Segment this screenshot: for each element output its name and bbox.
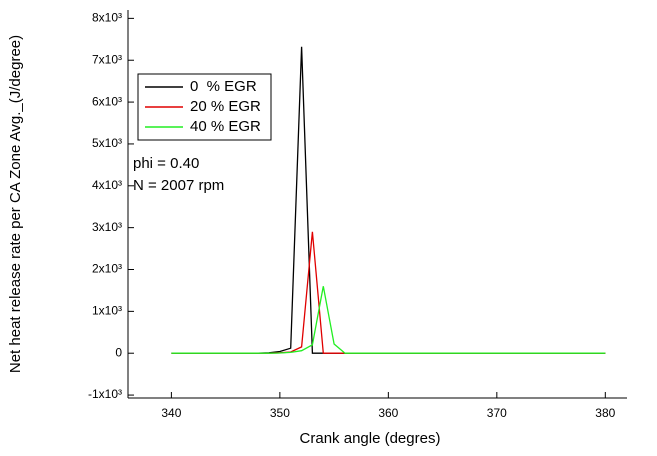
legend-label: 40 % EGR (190, 118, 261, 135)
y-tick-label: 6x10³ (92, 94, 122, 108)
x-tick-label: 370 (487, 406, 507, 420)
x-tick-label: 360 (378, 406, 398, 420)
y-tick-label: 3x10³ (92, 220, 122, 234)
y-tick-label: 2x10³ (92, 262, 122, 276)
x-tick-label: 380 (595, 406, 615, 420)
x-tick-label: 340 (161, 406, 181, 420)
y-tick-label: 8x10³ (92, 11, 122, 25)
x-axis-label: Crank angle (degres) (300, 430, 441, 447)
y-tick-label: -1x10³ (88, 387, 122, 401)
annotation: N = 2007 rpm (133, 177, 224, 194)
y-tick-label: 7x10³ (92, 52, 122, 66)
y-axis-label: Net heat release rate per CA Zone Avg._(… (7, 35, 24, 373)
y-tick-label: 1x10³ (92, 304, 122, 318)
x-tick-label: 350 (270, 406, 290, 420)
legend-box (137, 73, 272, 141)
legend-label: 0 % EGR (190, 78, 257, 95)
y-tick-label: 4x10³ (92, 178, 122, 192)
annotation: phi = 0.40 (133, 155, 199, 172)
legend-label: 20 % EGR (190, 98, 261, 115)
y-tick-label: 5x10³ (92, 136, 122, 150)
data-line (171, 231, 606, 354)
y-tick-label: 0 (115, 345, 122, 359)
data-line (171, 286, 606, 354)
